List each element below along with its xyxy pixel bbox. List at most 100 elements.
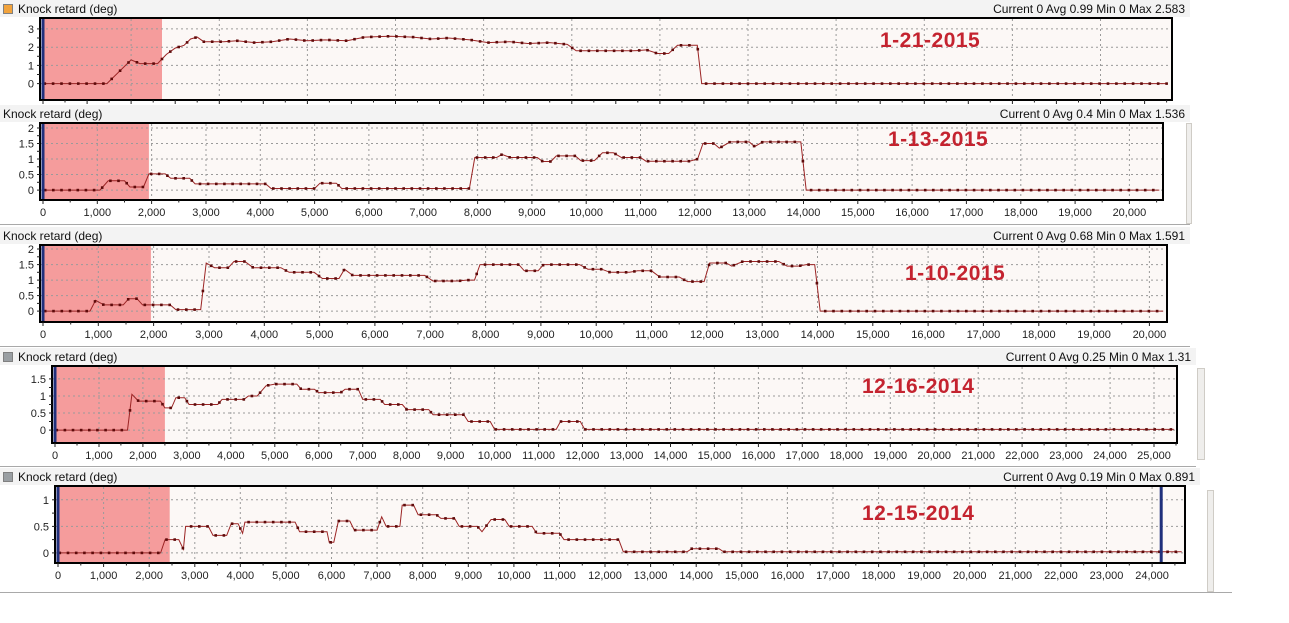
svg-text:1.5: 1.5 — [19, 139, 34, 151]
svg-text:16,000: 16,000 — [742, 450, 776, 462]
svg-text:16,000: 16,000 — [771, 570, 805, 582]
svg-text:1: 1 — [28, 275, 34, 287]
panel-header: Knock retard (deg) Current 0 Avg 0.19 Mi… — [0, 468, 1200, 485]
svg-text:7,000: 7,000 — [363, 570, 391, 582]
svg-text:11,000: 11,000 — [635, 329, 668, 341]
svg-text:2: 2 — [28, 123, 34, 135]
svg-text:1: 1 — [43, 495, 49, 507]
vertical-scrollbar[interactable] — [1186, 123, 1192, 224]
chart-plot[interactable]: 0 0.5 1 1.5 2 0 1,000 2,000 3,000 4,000 5,000 6,000… — [0, 122, 1230, 222]
svg-text:0: 0 — [28, 306, 34, 318]
svg-text:7,000: 7,000 — [349, 450, 377, 462]
svg-text:6,000: 6,000 — [305, 450, 333, 462]
svg-text:1: 1 — [28, 154, 34, 166]
svg-text:2: 2 — [28, 244, 34, 256]
svg-text:7,000: 7,000 — [409, 207, 437, 219]
svg-text:0: 0 — [52, 450, 58, 462]
svg-text:15,000: 15,000 — [698, 450, 732, 462]
plot-area[interactable]: 0 0.5 1 1.5 2 0 1,000 2,000 3,000 4,000 5,000 6,000… — [0, 122, 1230, 222]
svg-text:1,000: 1,000 — [85, 329, 113, 341]
svg-text:5,000: 5,000 — [306, 329, 334, 341]
svg-text:5,000: 5,000 — [301, 207, 329, 219]
svg-text:0.5: 0.5 — [31, 408, 46, 420]
series-label: Knock retard (deg) — [3, 106, 103, 121]
svg-text:8,000: 8,000 — [409, 570, 437, 582]
chart-plot[interactable]: 0 0.5 1 0 1,000 2,000 3,000 4,000 5,000 6,000 7,00… — [0, 485, 1240, 585]
vertical-scrollbar[interactable] — [1197, 368, 1205, 460]
svg-text:9,000: 9,000 — [518, 207, 546, 219]
svg-text:18,000: 18,000 — [1004, 207, 1038, 219]
svg-text:0: 0 — [43, 548, 49, 560]
svg-text:7,000: 7,000 — [416, 329, 444, 341]
svg-text:9,000: 9,000 — [437, 450, 465, 462]
series-color-swatch — [3, 3, 13, 14]
svg-text:20,000: 20,000 — [1133, 329, 1167, 341]
svg-text:12,000: 12,000 — [588, 570, 622, 582]
chart-panel: Knock retard (deg) Current 0 Avg 0.19 Mi… — [0, 468, 1200, 582]
vertical-scrollbar[interactable] — [1207, 490, 1214, 592]
panel-divider — [0, 592, 1232, 593]
panel-header: Knock retard (deg) Current 0 Avg 0.99 Mi… — [0, 0, 1190, 17]
svg-text:12,000: 12,000 — [678, 207, 712, 219]
panel-divider — [0, 224, 1190, 225]
svg-text:18,000: 18,000 — [862, 570, 896, 582]
svg-text:12,000: 12,000 — [690, 329, 724, 341]
svg-text:15,000: 15,000 — [841, 207, 875, 219]
series-color-swatch — [3, 351, 13, 362]
svg-text:1,000: 1,000 — [90, 570, 118, 582]
svg-text:14,000: 14,000 — [787, 207, 821, 219]
svg-text:17,000: 17,000 — [950, 207, 984, 219]
svg-text:10,000: 10,000 — [579, 329, 613, 341]
svg-text:10,000: 10,000 — [569, 207, 603, 219]
svg-text:3,000: 3,000 — [181, 570, 209, 582]
svg-text:6,000: 6,000 — [361, 329, 389, 341]
svg-text:18,000: 18,000 — [1022, 329, 1056, 341]
panel-divider — [0, 466, 1196, 467]
svg-text:11,000: 11,000 — [624, 207, 657, 219]
series-label: Knock retard (deg) — [18, 1, 118, 16]
svg-text:4,000: 4,000 — [217, 450, 245, 462]
svg-text:19,000: 19,000 — [873, 450, 907, 462]
plot-area[interactable]: 0 0.5 1 0 1,000 2,000 3,000 4,000 5,000 6,000 7,00… — [0, 485, 1240, 585]
svg-text:18,000: 18,000 — [829, 450, 863, 462]
chart-plot[interactable]: 0 0.5 1 1.5 0 1,000 2,000 3,000 4,000 5,000 6,000 7… — [0, 365, 1236, 465]
svg-text:2,000: 2,000 — [135, 570, 163, 582]
svg-text:17,000: 17,000 — [785, 450, 819, 462]
plot-area[interactable]: 0 0.5 1 1.5 0 1,000 2,000 3,000 4,000 5,000 6,000 7… — [0, 365, 1236, 465]
chart-plot[interactable]: 0 0.5 1 1.5 2 0 1,000 2,000 3,000 4,000 5,000 6,000… — [0, 244, 1230, 344]
svg-text:25,000: 25,000 — [1137, 450, 1171, 462]
svg-text:17,000: 17,000 — [967, 329, 1001, 341]
svg-text:22,000: 22,000 — [1005, 450, 1039, 462]
svg-text:19,000: 19,000 — [907, 570, 941, 582]
svg-text:15,000: 15,000 — [856, 329, 890, 341]
svg-text:14,000: 14,000 — [679, 570, 713, 582]
svg-text:0.5: 0.5 — [19, 170, 34, 182]
svg-text:8,000: 8,000 — [472, 329, 500, 341]
svg-text:20,000: 20,000 — [1113, 207, 1147, 219]
stats-text: Current 0 Avg 0.25 Min 0 Max 1.31 — [1005, 349, 1191, 364]
svg-text:16,000: 16,000 — [911, 329, 945, 341]
svg-text:0.5: 0.5 — [19, 291, 34, 303]
svg-text:1: 1 — [40, 391, 46, 403]
svg-text:1.5: 1.5 — [31, 374, 46, 386]
svg-text:21,000: 21,000 — [998, 570, 1032, 582]
svg-text:3,000: 3,000 — [192, 207, 220, 219]
chart-plot[interactable]: 0 1 2 3 — [0, 17, 1230, 105]
svg-text:15,000: 15,000 — [725, 570, 759, 582]
panel-header: Knock retard (deg) Current 0 Avg 0.4 Min… — [0, 105, 1190, 122]
svg-text:17,000: 17,000 — [816, 570, 850, 582]
plot-area[interactable]: 0 0.5 1 1.5 2 0 1,000 2,000 3,000 4,000 5,000 6,000… — [0, 244, 1230, 344]
panel-divider — [0, 346, 1190, 347]
svg-text:3: 3 — [28, 24, 34, 36]
svg-text:11,000: 11,000 — [543, 570, 576, 582]
svg-text:1,000: 1,000 — [84, 207, 112, 219]
svg-text:24,000: 24,000 — [1093, 450, 1127, 462]
stats-text: Current 0 Avg 0.68 Min 0 Max 1.591 — [993, 228, 1185, 243]
svg-text:12,000: 12,000 — [566, 450, 600, 462]
svg-text:0: 0 — [28, 79, 34, 91]
series-label: Knock retard (deg) — [18, 349, 118, 364]
svg-text:0.5: 0.5 — [34, 521, 49, 533]
chart-panel: Knock retard (deg) Current 0 Avg 0.25 Mi… — [0, 348, 1196, 462]
svg-text:2,000: 2,000 — [140, 329, 168, 341]
